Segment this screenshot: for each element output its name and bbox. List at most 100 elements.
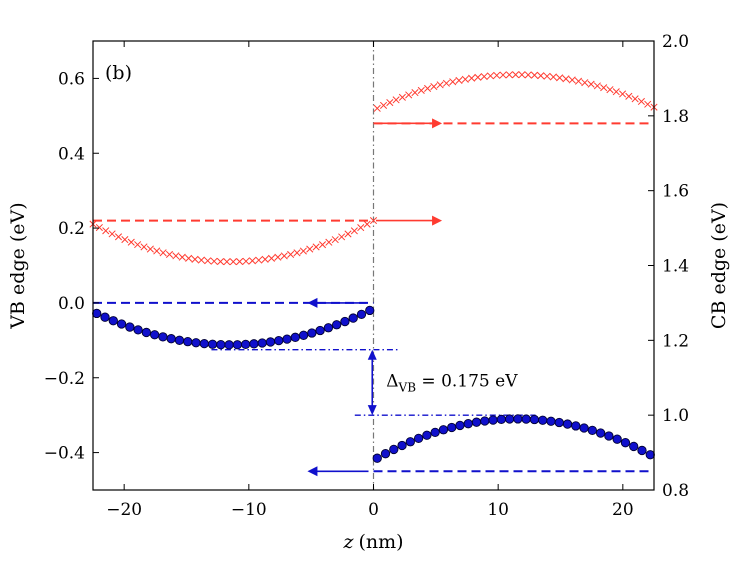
cb-marker-s1-26	[537, 72, 545, 80]
cb-marker-s0-5	[121, 236, 129, 244]
vb-marker-s3-14	[488, 415, 498, 425]
cb-marker-s1-29	[556, 74, 564, 82]
vb-marker-s3-4	[405, 437, 415, 447]
cb-marker-s1-37	[606, 86, 614, 94]
vb-marker-s2-1	[100, 312, 110, 322]
y-left-tick-label-4: −0.2	[44, 369, 85, 389]
vb-marker-s3-0	[372, 453, 382, 463]
cb-marker-s1-30	[562, 75, 570, 83]
delta-subscript: VB	[398, 380, 417, 394]
arrow-1-head	[432, 215, 443, 226]
x-axis-unit: (nm)	[358, 531, 403, 553]
vb-marker-s2-25	[298, 330, 309, 340]
vb-marker-s2-27	[315, 325, 325, 336]
cb-marker-s1-19	[493, 71, 501, 79]
cb-marker-s1-42	[637, 97, 645, 106]
vb-marker-s3-10	[455, 420, 465, 431]
vb-marker-s2-24	[290, 332, 300, 342]
vb-marker-s3-28	[604, 431, 614, 441]
vb-marker-s3-13	[480, 416, 490, 426]
cb-marker-s1-5	[405, 91, 413, 99]
vb-marker-s3-23	[562, 419, 573, 429]
y-right-tick-label-2: 1.6	[662, 182, 689, 202]
cb-marker-s1-24	[524, 71, 532, 79]
cb-marker-s1-25	[530, 71, 539, 79]
cb-marker-s0-8	[140, 243, 148, 251]
x-tick-label-0: −20	[106, 500, 142, 520]
vb-marker-s3-5	[413, 433, 424, 444]
vb-marker-s2-26	[307, 328, 317, 338]
cb-marker-s1-1	[379, 101, 388, 109]
delta-arrow-head-bottom	[367, 405, 377, 416]
vb-marker-s3-3	[397, 440, 407, 451]
vb-marker-s2-3	[116, 319, 127, 329]
cb-marker-s0-21	[223, 258, 231, 266]
cb-marker-s1-36	[600, 84, 608, 92]
y-right-tick-label-3: 1.4	[662, 257, 689, 277]
vb-marker-s2-2	[108, 316, 118, 326]
y-left-tick-label-1: 0.4	[58, 144, 85, 164]
vb-marker-s3-33	[645, 450, 655, 460]
cb-marker-s0-20	[216, 258, 225, 266]
vb-marker-s2-14	[207, 339, 218, 349]
y-left-tick-label-2: 0.2	[58, 219, 85, 239]
cb-marker-s0-29	[274, 253, 282, 261]
vb-marker-s3-18	[521, 414, 531, 424]
cb-marker-s1-7	[417, 86, 425, 95]
vb-marker-s3-24	[571, 421, 581, 431]
vb-marker-s3-21	[546, 416, 556, 426]
cb-marker-s1-18	[486, 72, 495, 80]
vb-marker-s2-0	[92, 308, 102, 319]
cb-marker-s0-3	[108, 230, 116, 238]
cb-marker-s0-7	[134, 241, 142, 249]
vb-marker-s2-10	[174, 335, 185, 345]
cb-marker-s0-13	[172, 252, 180, 260]
y-left-tick-label-5: −0.4	[44, 444, 85, 464]
vb-marker-s3-29	[612, 434, 622, 444]
cb-marker-s0-40	[344, 230, 352, 238]
vb-marker-s3-11	[463, 419, 473, 429]
vb-marker-s3-26	[587, 425, 597, 436]
cb-marker-s1-11	[442, 79, 450, 87]
cb-marker-s0-10	[153, 247, 161, 255]
x-axis-variable: z	[342, 531, 354, 553]
cb-marker-s0-41	[350, 227, 358, 235]
cb-marker-s0-9	[146, 245, 154, 253]
cb-marker-s1-43	[644, 100, 652, 108]
cb-marker-s0-4	[114, 233, 123, 241]
vb-marker-s2-8	[158, 332, 168, 342]
cb-marker-s1-21	[505, 71, 513, 79]
vb-marker-s3-25	[579, 423, 589, 433]
y-right-tick-label-1: 1.8	[662, 107, 689, 127]
vb-marker-s2-13	[199, 338, 209, 349]
cb-marker-s0-16	[191, 255, 199, 263]
cb-marker-s0-24	[242, 257, 250, 265]
vb-marker-s2-9	[166, 334, 176, 344]
vb-marker-s3-6	[422, 430, 432, 440]
vb-marker-s2-19	[249, 339, 259, 349]
delta-symbol: Δ	[386, 371, 398, 391]
vb-marker-s3-1	[380, 449, 391, 459]
cb-marker-s0-39	[338, 233, 346, 241]
vb-marker-s3-12	[471, 417, 482, 427]
vb-marker-s2-15	[216, 340, 226, 350]
cb-marker-s1-16	[474, 73, 482, 81]
vb-marker-s3-19	[529, 414, 540, 425]
cb-marker-s0-14	[178, 253, 186, 261]
y-right-tick-label-4: 1.2	[662, 331, 689, 351]
cb-marker-s1-12	[449, 78, 457, 86]
cb-marker-s0-34	[306, 245, 314, 253]
y-axis-right-label: CB edge (eV)	[708, 202, 730, 329]
cb-marker-s0-30	[280, 252, 288, 260]
vb-marker-s2-5	[133, 325, 143, 335]
cb-marker-s1-41	[631, 95, 639, 103]
vb-marker-s3-16	[504, 414, 515, 424]
y-left-tick-label-3: 0.0	[58, 294, 85, 314]
cb-marker-s0-15	[185, 254, 193, 262]
cb-marker-s1-32	[574, 77, 583, 85]
vb-marker-s2-7	[150, 330, 160, 340]
cb-marker-s1-14	[461, 75, 469, 83]
vb-marker-s3-7	[430, 427, 440, 438]
panel-label: (b)	[105, 62, 132, 84]
